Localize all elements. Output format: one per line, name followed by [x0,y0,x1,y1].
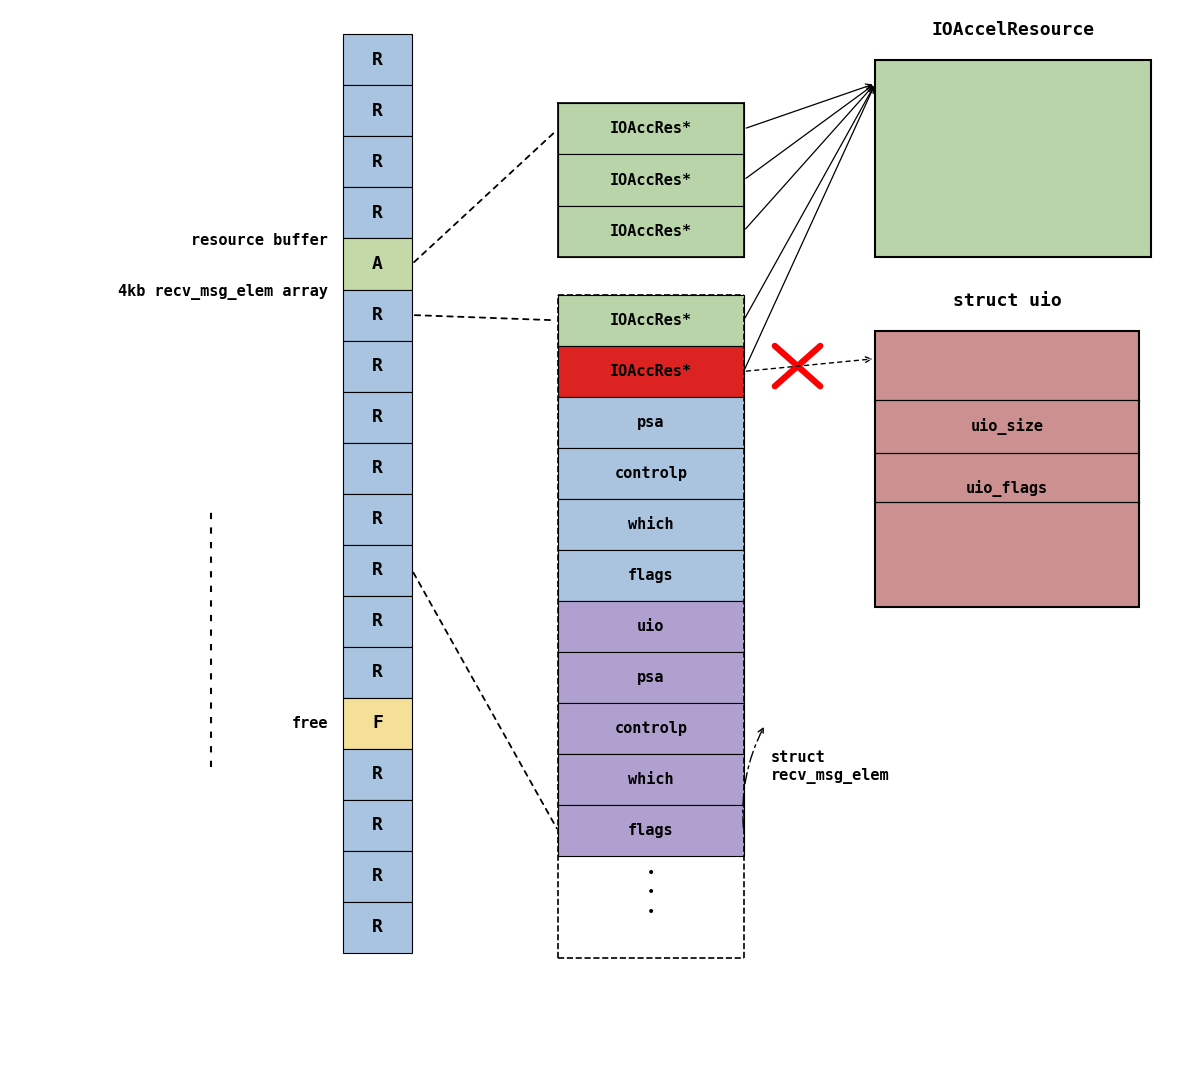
Bar [558,397,744,448]
Bar [342,85,412,136]
Text: R: R [372,919,383,936]
Text: IOAccelResource: IOAccelResource [931,20,1094,38]
Text: IOAccRes*: IOAccRes* [610,364,692,378]
Text: R: R [372,51,383,69]
Text: controlp: controlp [614,466,688,481]
Text: R: R [372,152,383,171]
Bar [558,550,744,601]
Text: R: R [372,459,383,478]
Text: R: R [372,511,383,528]
Bar [558,805,744,856]
Text: IOAccRes*: IOAccRes* [610,224,692,239]
Bar [342,647,412,698]
Bar [558,206,744,257]
Bar [342,239,412,290]
Text: controlp: controlp [614,721,688,737]
Text: IOAccRes*: IOAccRes* [610,312,692,328]
Text: R: R [372,612,383,630]
Bar [342,545,412,596]
Bar [558,499,744,550]
Text: R: R [372,408,383,426]
Bar [558,448,744,499]
Text: IOAccRes*: IOAccRes* [610,173,692,188]
Text: which: which [628,772,673,787]
Bar [342,442,412,494]
Bar [558,103,744,155]
Bar [342,188,412,239]
Text: R: R [372,765,383,784]
Bar [342,391,412,442]
Text: flags: flags [628,568,673,583]
Bar [558,652,744,704]
Text: R: R [372,868,383,886]
Text: R: R [372,102,383,119]
Bar [342,136,412,188]
Bar [558,601,744,652]
Bar [342,902,412,953]
Bar [342,851,412,902]
Text: 4kb recv_msg_elem array: 4kb recv_msg_elem array [119,284,329,300]
Bar [342,748,412,800]
Text: flags: flags [628,823,673,838]
Bar [342,34,412,85]
Text: R: R [372,204,383,222]
Bar [558,295,744,345]
Bar [342,290,412,340]
Text: psa: psa [637,671,665,685]
Text: A: A [372,255,383,273]
Text: F: F [372,714,383,732]
Text: uio: uio [637,619,665,634]
Text: R: R [372,561,383,579]
Text: R: R [372,306,383,324]
Text: R: R [372,817,383,835]
Bar [342,800,412,851]
Text: resource buffer: resource buffer [191,233,329,248]
Bar [342,340,412,391]
Text: •: • [647,867,655,881]
Bar [558,345,744,397]
Bar [342,596,412,647]
Text: psa: psa [637,415,665,430]
Bar [342,494,412,545]
Text: which: which [628,517,673,532]
Bar [558,155,744,206]
Text: •: • [647,905,655,919]
Text: uio_flags: uio_flags [966,480,1048,497]
Text: R: R [372,663,383,681]
Text: struct
recv_msg_elem: struct recv_msg_elem [772,750,890,784]
Bar [558,704,744,754]
Text: IOAccRes*: IOAccRes* [610,122,692,136]
Bar [342,698,412,748]
Bar [875,330,1139,608]
Bar [875,60,1151,257]
Bar [558,754,744,805]
Text: struct uio: struct uio [953,292,1062,310]
Text: R: R [372,357,383,375]
Text: uio_size: uio_size [971,418,1044,435]
Text: •: • [647,886,655,900]
Text: free: free [292,715,329,731]
